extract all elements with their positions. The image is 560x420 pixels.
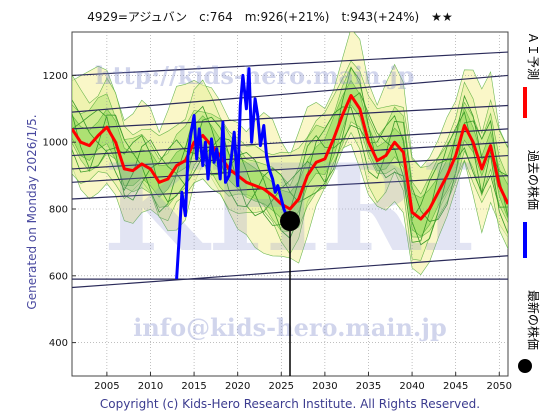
- x-tick-label-8: 2045: [443, 381, 468, 392]
- trend-line-8: [72, 175, 508, 200]
- x-tick-label-9: 2050: [487, 381, 512, 392]
- y-axis: 400 600 800 1000 1200: [43, 71, 76, 349]
- y-tick-label-1: 600: [49, 271, 68, 282]
- trend-line-1: [72, 74, 508, 113]
- trend-line-0: [72, 51, 508, 77]
- y-tick-label-2: 800: [49, 205, 68, 216]
- legend-latest-dot: [518, 359, 532, 373]
- y-tick-label-0: 400: [49, 338, 68, 349]
- copyright: Copyright (c) Kids-Hero Research Institu…: [100, 397, 480, 411]
- y-tick-label-3: 1000: [43, 138, 68, 149]
- band-3: [72, 79, 508, 237]
- watermark-url: http://kids-hero.main.jp: [95, 61, 414, 90]
- legend-ai-label: ＡＩ予測: [526, 32, 540, 80]
- x-tick-label-0: 2005: [94, 381, 119, 392]
- x-axis: 2005 2010 2015 2020 2025 2030 2035 2040 2045 2050: [94, 372, 512, 392]
- x-tick-label-3: 2020: [225, 381, 250, 392]
- legend-past-label: 過去の株価: [526, 150, 541, 210]
- legend: ＡＩ予測 過去の株価 最新の株価: [518, 32, 541, 373]
- trend-lines: [72, 51, 508, 289]
- legend-latest-label: 最新の株価: [526, 290, 541, 350]
- latest-price-marker: [280, 211, 300, 232]
- series-0-line: [72, 94, 508, 221]
- band-line-2: [72, 92, 508, 243]
- y-tick-label-4: 1200: [43, 71, 68, 82]
- series-layer: [72, 67, 508, 376]
- generated-date: Generated on Monday 2026/1/5.: [25, 114, 39, 309]
- series-1-line: [175, 67, 292, 280]
- x-tick-label-6: 2035: [356, 381, 381, 392]
- chart-title: 4929=アジュバン c:764 m:926(+21%) t:943(+24%)…: [87, 10, 452, 24]
- x-tick-label-5: 2030: [312, 381, 337, 392]
- x-tick-label-1: 2010: [138, 381, 163, 392]
- band-line-3: [72, 66, 508, 220]
- x-tick-label-4: 2025: [269, 381, 294, 392]
- x-tick-label-7: 2040: [399, 381, 424, 392]
- trend-line-3: [72, 128, 508, 157]
- trend-line-2: [72, 104, 508, 130]
- trend-line-5: [72, 154, 508, 183]
- x-tick-label-2: 2015: [181, 381, 206, 392]
